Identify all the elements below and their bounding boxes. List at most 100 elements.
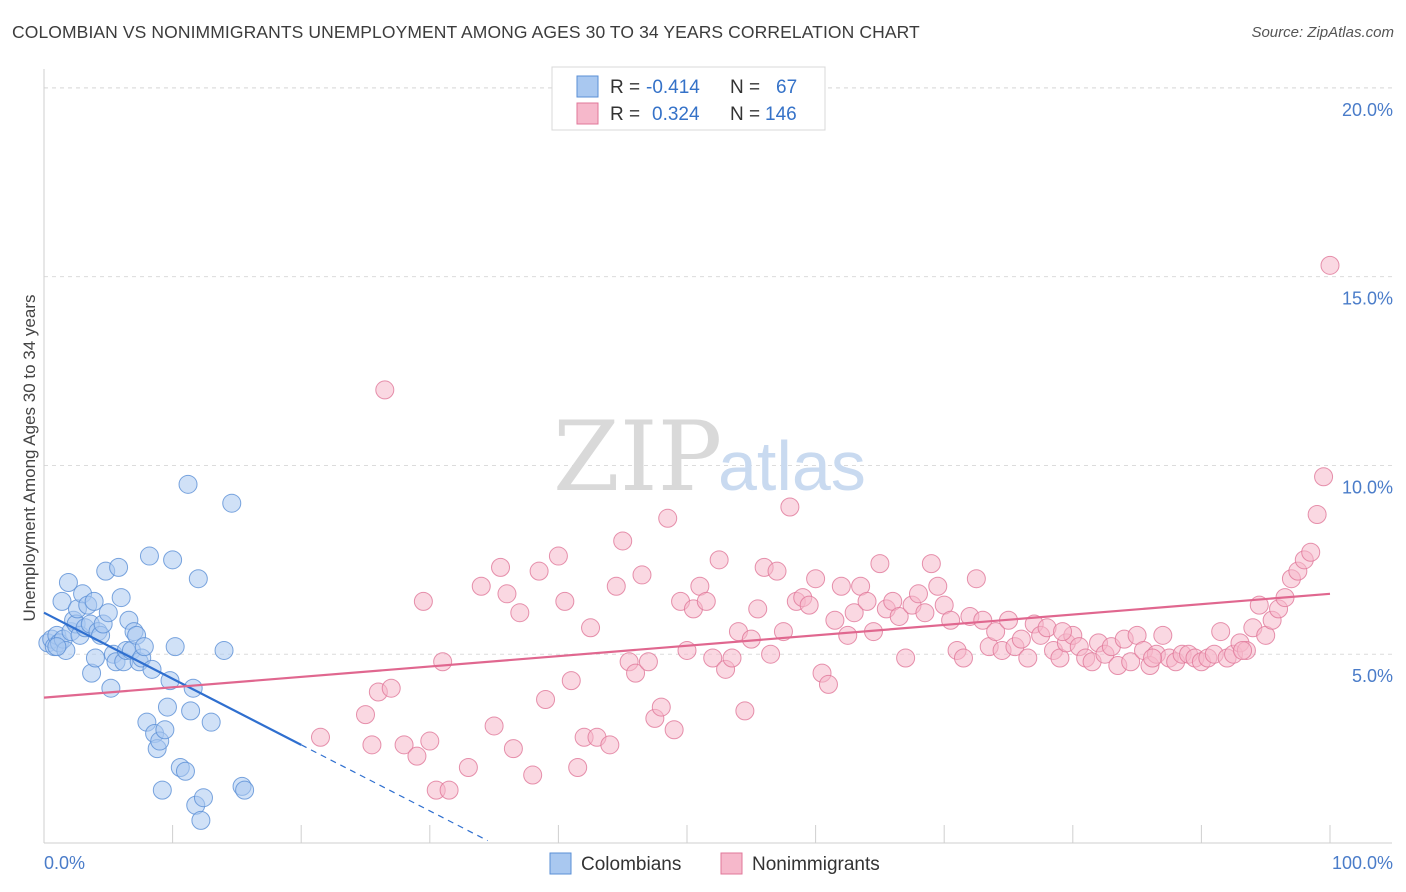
legend-n-value-1: 67: [776, 77, 797, 98]
nonimmigrants-point: [986, 622, 1006, 642]
nonimmigrants-trend-line: [43, 592, 1331, 699]
nonimmigrants-point: [831, 576, 851, 596]
nonimmigrants-point: [458, 757, 478, 777]
nonimmigrants-point: [1314, 467, 1334, 487]
y-tick-label: 5.0%: [1352, 666, 1393, 686]
nonimmigrants-point: [523, 765, 543, 785]
nonimmigrants-point: [632, 565, 652, 585]
colombians-point: [214, 640, 234, 660]
correlation-legend: R = -0.414 N = 67 R = 0.324 N = 146: [551, 66, 826, 131]
y-tick-label: 15.0%: [1342, 289, 1393, 309]
nonimmigrants-point: [568, 757, 588, 777]
nonimmigrants-point: [1301, 542, 1321, 562]
nonimmigrants-point: [696, 591, 716, 611]
colombians-point: [222, 493, 242, 513]
colombians-point: [152, 780, 172, 800]
nonimmigrants-point: [1211, 622, 1231, 642]
nonimmigrants-point: [638, 652, 658, 672]
nonimmigrants-point: [953, 648, 973, 668]
y-axis-label: Unemployment Among Ages 30 to 34 years: [20, 295, 39, 622]
colombians-trend-line: [43, 611, 302, 746]
colombians-point: [178, 474, 198, 494]
legend-r-label-2: R =: [610, 104, 640, 125]
nonimmigrants-point: [722, 648, 742, 668]
nonimmigrants-point: [1011, 629, 1031, 649]
nonimmigrants-point: [767, 561, 787, 581]
bottom-legend-swatch-nonimmigrants: [720, 852, 743, 875]
nonimmigrants-point: [908, 584, 928, 604]
nonimmigrants-point: [1153, 625, 1173, 645]
nonimmigrants-point: [613, 531, 633, 551]
nonimmigrants-point: [664, 720, 684, 740]
colombians-point: [163, 550, 183, 570]
colombians-point: [193, 788, 213, 808]
nonimmigrants-point: [703, 648, 723, 668]
nonimmigrants-point: [362, 735, 382, 755]
colombians-point: [165, 637, 185, 657]
y-tick-label: 20.0%: [1342, 100, 1393, 120]
nonimmigrants-point: [1233, 640, 1253, 660]
nonimmigrants-point: [896, 648, 916, 668]
colombians-point: [181, 701, 201, 721]
nonimmigrants-point: [606, 576, 626, 596]
nonimmigrants-point: [503, 739, 523, 759]
nonimmigrants-point: [651, 697, 671, 717]
nonimmigrants-point: [394, 735, 414, 755]
nonimmigrants-point: [561, 671, 581, 691]
colombians-point: [191, 810, 211, 830]
x-tick-label: 0.0%: [44, 853, 85, 873]
nonimmigrants-point: [529, 561, 549, 581]
nonimmigrants-point: [420, 731, 440, 751]
colombians-point: [52, 591, 72, 611]
nonimmigrants-point: [510, 603, 530, 623]
nonimmigrants-point: [921, 554, 941, 574]
nonimmigrants-point: [773, 622, 793, 642]
legend-swatch-nonimmigrants: [576, 102, 599, 125]
nonimmigrants-point: [1018, 648, 1038, 668]
nonimmigrants-point: [413, 591, 433, 611]
grid-lines: [44, 87, 1392, 655]
nonimmigrants-point: [439, 780, 459, 800]
nonimmigrants-point: [600, 735, 620, 755]
colombians-point: [201, 712, 221, 732]
nonimmigrants-point: [818, 674, 838, 694]
nonimmigrants-point: [857, 591, 877, 611]
nonimmigrants-point: [966, 569, 986, 589]
y-tick-label: 10.0%: [1342, 477, 1393, 497]
nonimmigrants-point: [310, 727, 330, 747]
nonimmigrants-point: [1121, 652, 1141, 672]
nonimmigrants-point: [407, 746, 427, 766]
bottom-legend-colombians: Colombians: [581, 854, 681, 875]
nonimmigrants-point: [484, 716, 504, 736]
colombians-point: [235, 780, 255, 800]
nonimmigrants-point: [928, 576, 948, 596]
nonimmigrants-point: [375, 380, 395, 400]
chart-title: COLOMBIAN VS NONIMMIGRANTS UNEMPLOYMENT …: [12, 22, 920, 42]
legend-n-label-2: N =: [730, 104, 760, 125]
watermark-zip: ZIP: [553, 401, 722, 513]
colombians-point: [47, 637, 67, 657]
nonimmigrants-point: [356, 705, 375, 725]
nonimmigrants-point: [780, 497, 800, 517]
y-tick-labels: 5.0% 10.0% 15.0% 20.0%: [1342, 100, 1393, 686]
nonimmigrants-point: [497, 584, 517, 604]
colombians-point: [134, 637, 154, 657]
axes: [43, 69, 1392, 844]
nonimmigrants-point: [870, 554, 890, 574]
x-tick-labels: 0.0% 100.0%: [44, 853, 1393, 873]
nonimmigrants-point: [658, 508, 678, 528]
nonimmigrants-point: [889, 606, 909, 626]
colombians-point: [188, 569, 208, 589]
colombians-point: [109, 557, 129, 577]
nonimmigrants-point: [536, 690, 556, 710]
colombians-point: [58, 572, 78, 592]
x-tick-label: 100.0%: [1332, 853, 1393, 873]
colombians-point: [84, 591, 104, 611]
nonimmigrants-point: [825, 610, 845, 630]
colombians-point: [98, 603, 118, 623]
nonimmigrants-point: [761, 644, 781, 664]
colombians-point: [157, 697, 177, 717]
watermark: ZIP atlas: [553, 401, 866, 513]
nonimmigrants-point: [799, 595, 819, 615]
